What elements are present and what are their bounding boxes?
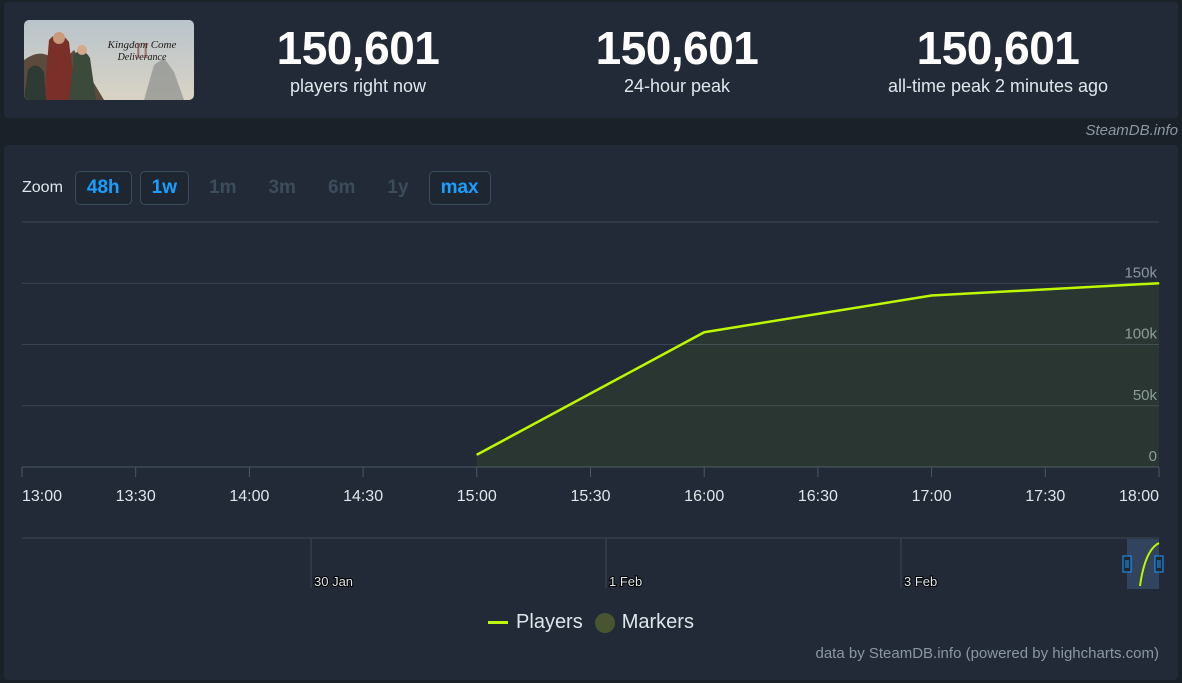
game-cover-image[interactable]: Kingdom Come Deliverance II	[24, 20, 194, 100]
legend-item-markers[interactable]: Markers	[594, 611, 694, 634]
players-data-point	[931, 295, 933, 296]
navigator-right-handle	[1154, 555, 1164, 573]
legend-label: Markers	[621, 611, 694, 633]
stats-header: Kingdom Come Deliverance II 150,601 play…	[4, 2, 1178, 118]
legend-line-swatch	[488, 621, 509, 624]
navigator-series-line	[1139, 542, 1160, 587]
players-data-point	[476, 454, 478, 456]
game-logo-text: Kingdom Come	[107, 39, 177, 51]
x-tick-label: 15:00	[457, 488, 497, 505]
stat-value: 150,601	[276, 22, 440, 74]
stat-label: all-time peak 2 minutes ago	[887, 76, 1109, 96]
stat-24h-peak: 150,601 24-hour peak	[527, 22, 827, 98]
x-tick-label: 15:30	[570, 488, 610, 505]
y-tick-label: 100k	[1124, 326, 1157, 343]
zoom-1w-button[interactable]: 1w	[139, 171, 190, 205]
chart-legend: Players Markers	[4, 611, 1178, 634]
zoom-3m-button[interactable]: 3m	[256, 171, 307, 205]
svg-text:Deliverance: Deliverance	[117, 52, 167, 63]
x-tick-label: 13:00	[22, 488, 62, 505]
zoom-max-button[interactable]: max	[428, 171, 491, 205]
x-tick-label: 16:00	[684, 488, 724, 505]
x-tick-label: 13:30	[116, 488, 156, 505]
stat-value: 150,601	[595, 22, 759, 74]
navigator-date-label: 1 Feb	[609, 574, 642, 589]
x-tick-label: 16:30	[798, 488, 838, 505]
legend-dot-swatch	[594, 612, 615, 633]
zoom-6m-button[interactable]: 6m	[316, 171, 367, 205]
player-chart[interactable]: 0 50k 100k 150k 13:00 13:30 14:00 14:30 15:00 15:…	[4, 145, 1178, 680]
zoom-1m-button[interactable]: 1m	[197, 171, 248, 205]
x-tick-label: 18:00	[1119, 488, 1159, 505]
navigator-left-handle	[1122, 555, 1132, 573]
x-tick-label: 17:00	[912, 488, 952, 505]
zoom-1y-button[interactable]: 1y	[375, 171, 420, 205]
svg-text:II: II	[135, 38, 150, 63]
chart-container: 0 50k 100k 150k 13:00 13:30 14:00 14:30 15:00 15:…	[4, 145, 1178, 680]
highcharts-credit[interactable]: data by SteamDB.info (powered by highcha…	[815, 645, 1160, 662]
y-tick-label: 150k	[1124, 264, 1157, 281]
stat-label: 24-hour peak	[623, 76, 731, 96]
navigator-date-label: 3 Feb	[904, 574, 937, 589]
legend-label: Players	[516, 611, 583, 633]
x-tick-label: 14:30	[343, 488, 383, 505]
zoom-label: Zoom	[22, 179, 63, 196]
players-area-fill	[476, 283, 1159, 467]
y-tick-label: 0	[1149, 448, 1157, 465]
stat-current-players: 150,601 players right now	[208, 22, 508, 98]
zoom-48h-button[interactable]: 48h	[74, 171, 132, 205]
players-data-point	[703, 331, 705, 333]
steamdb-credit[interactable]: SteamDB.info	[1085, 122, 1178, 139]
players-series-line	[476, 282, 1160, 456]
zoom-controls: Zoom 48h 1w 1m 3m 6m 1y max	[22, 170, 499, 206]
navigator-date-label: 30 Jan	[314, 574, 353, 589]
stat-value: 150,601	[916, 22, 1080, 74]
stat-label: players right now	[289, 76, 427, 96]
x-tick-label: 17:30	[1025, 488, 1065, 505]
stat-all-time-peak: 150,601 all-time peak 2 minutes ago	[848, 22, 1148, 98]
x-tick-label: 14:00	[229, 488, 269, 505]
players-data-point	[1158, 282, 1160, 284]
legend-item-players[interactable]: Players	[488, 611, 583, 634]
y-tick-label: 50k	[1133, 387, 1158, 404]
